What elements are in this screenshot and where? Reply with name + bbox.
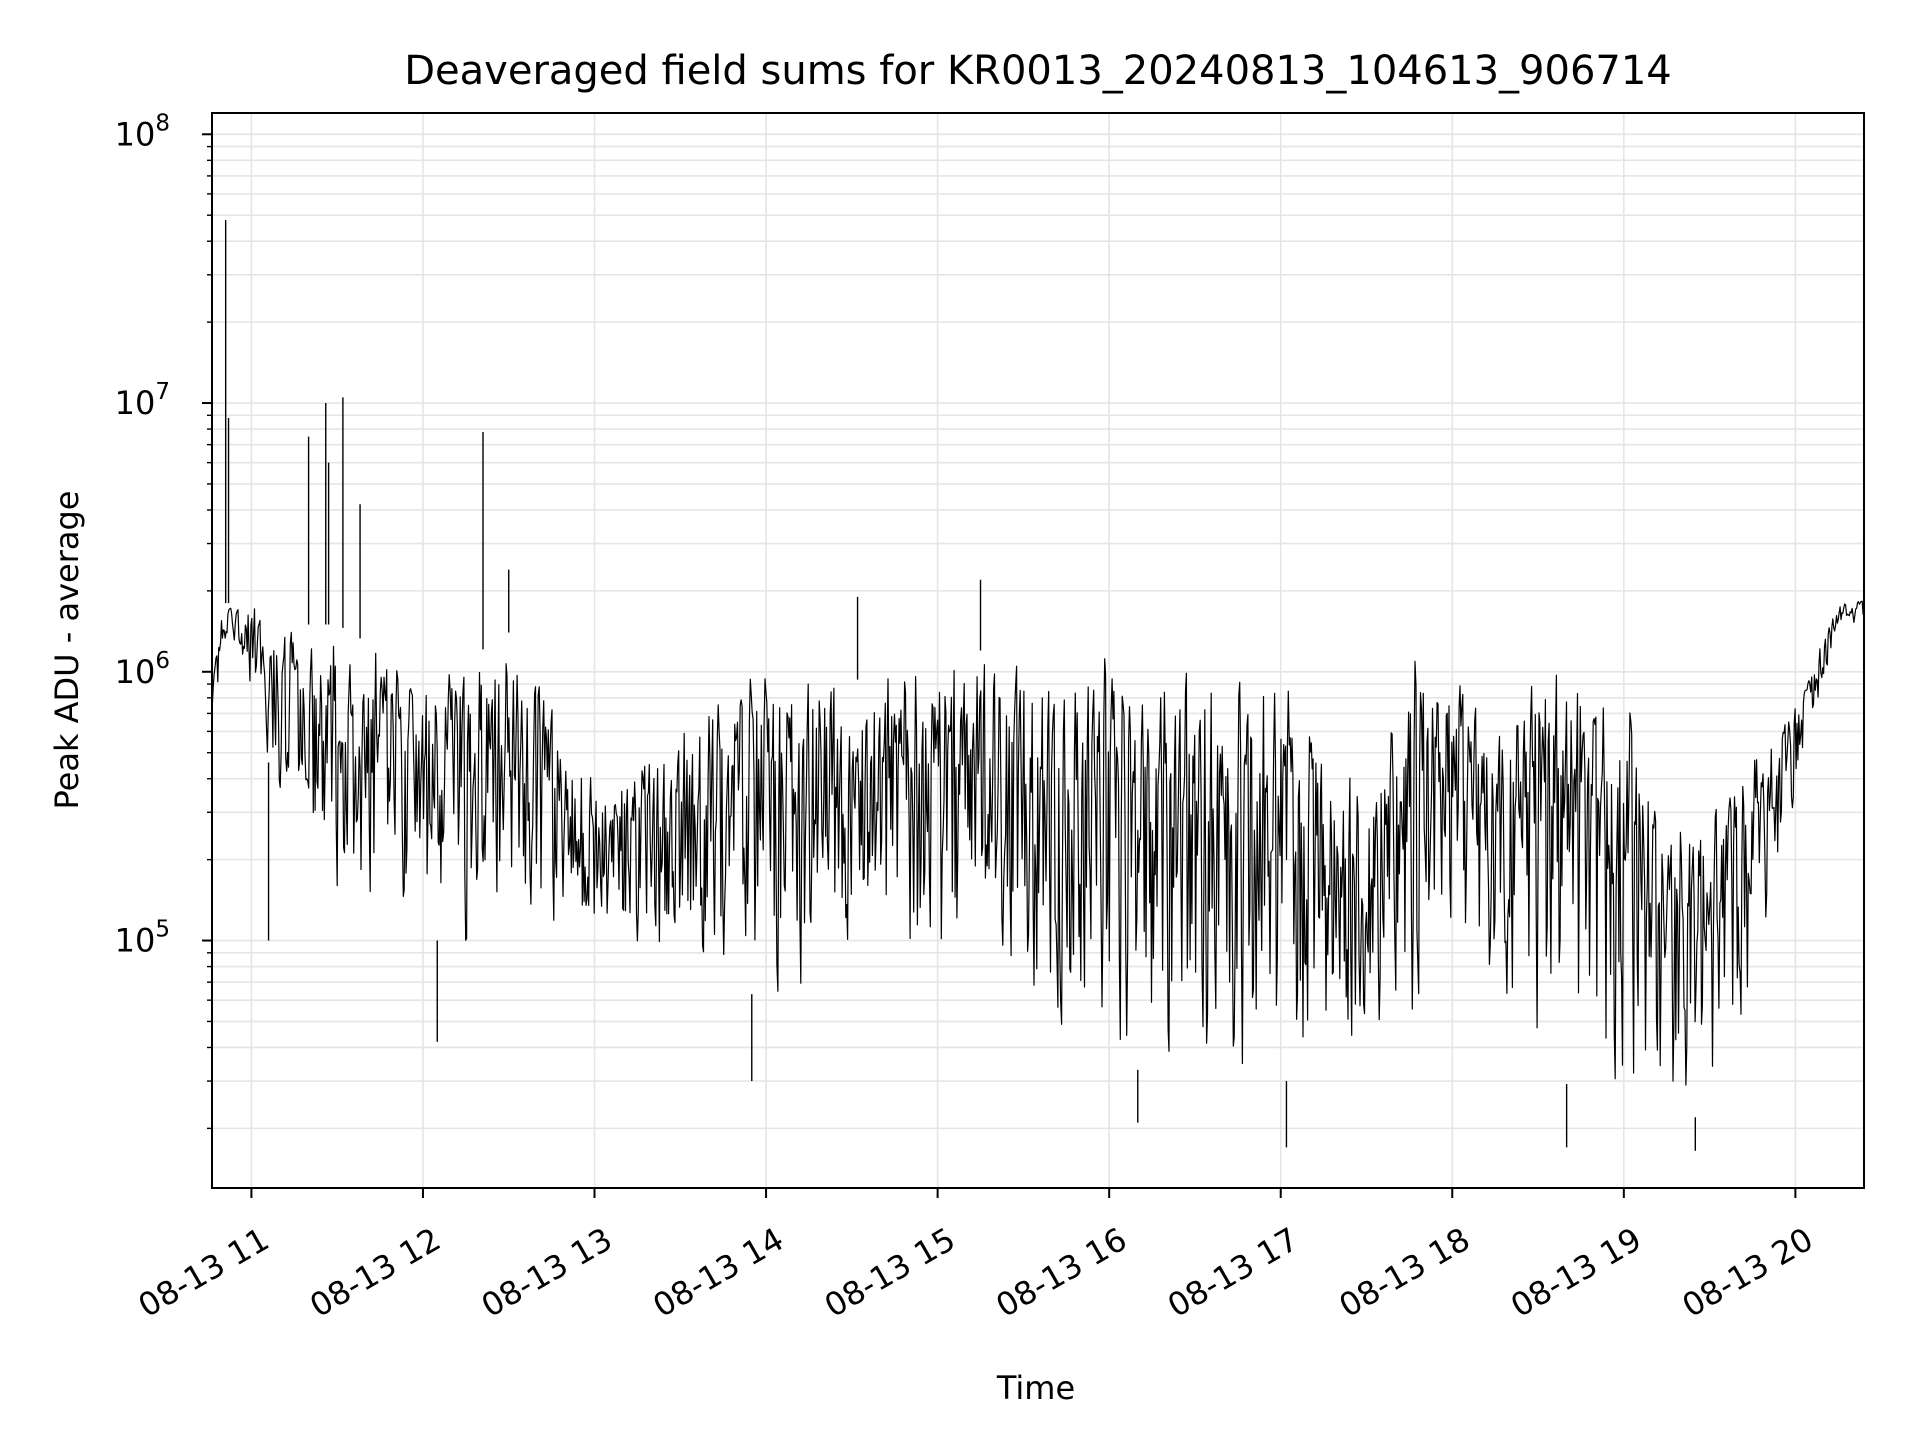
y-axis-label: Peak ADU - average: [48, 491, 86, 810]
axes-frame: [211, 112, 1865, 1189]
y-tick-label: 107: [115, 379, 170, 422]
y-tick-label: 106: [115, 648, 170, 691]
x-axis-label: Time: [996, 1369, 1075, 1407]
y-axis: 105 106 107 108: [115, 110, 212, 1130]
chart-title: Deaveraged field sums for KR0013_2024081…: [404, 48, 1672, 94]
series-line: [211, 600, 1865, 1086]
y-tick-label: 105: [115, 917, 170, 960]
y-tick-label: 108: [115, 110, 170, 153]
